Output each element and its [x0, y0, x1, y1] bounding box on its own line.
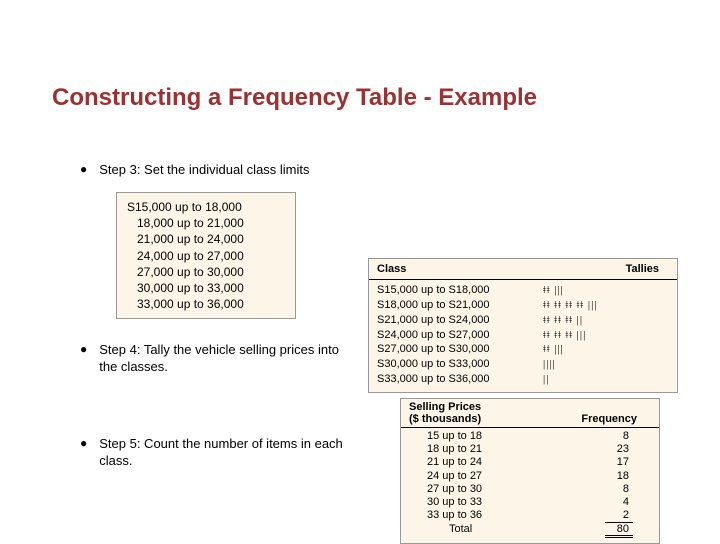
freq-row: 21 up to 24 17 — [409, 456, 651, 469]
freq-header-l1: Selling Prices — [409, 401, 549, 413]
tally-row: S24,000 up to S27,000 ǂǂ ǂǂ ǂǂ ||| — [377, 328, 669, 343]
tally-marks-cell: ǂǂ ǂǂ ǂǂ ǂǂ ||| — [537, 298, 669, 313]
limits-line: S15,000 up to 18,000 — [127, 199, 285, 215]
freq-total-row: Total 80 — [409, 523, 651, 535]
tally-class-cell: S15,000 up to S18,000 — [377, 283, 537, 298]
step5-text: Step 5: Count the number of items in eac… — [99, 436, 359, 470]
limits-line: 18,000 up to 21,000 — [127, 215, 285, 231]
freq-value-cell: 18 — [549, 470, 651, 483]
freq-class-cell: 30 up to 33 — [409, 496, 549, 509]
freq-header: Selling Prices ($ thousands) Frequency — [401, 399, 659, 428]
limits-line: 33,000 up to 36,000 — [127, 296, 285, 312]
bullet-icon: ● — [80, 342, 87, 358]
frequency-table: Selling Prices ($ thousands) Frequency 1… — [400, 398, 660, 544]
freq-row: 24 up to 27 18 — [409, 470, 651, 483]
freq-value-cell: 8 — [549, 483, 651, 496]
freq-class-cell: 21 up to 24 — [409, 456, 549, 469]
tally-class-cell: S18,000 up to S21,000 — [377, 298, 537, 313]
tally-marks-cell: ǂǂ ǂǂ ǂǂ ||| — [537, 328, 669, 343]
class-limits-box: S15,000 up to 18,000 18,000 up to 21,000… — [116, 192, 296, 319]
freq-class-cell: 15 up to 18 — [409, 430, 549, 443]
tally-header-class: Class — [377, 263, 537, 275]
freq-total-dblrule — [605, 535, 633, 538]
tally-row: S33,000 up to S36,000 || — [377, 372, 669, 387]
tally-marks-cell: ǂǂ ||| — [537, 283, 669, 298]
freq-row: 30 up to 33 4 — [409, 496, 651, 509]
tally-class-cell: S24,000 up to S27,000 — [377, 328, 537, 343]
limits-line: 30,000 up to 33,000 — [127, 280, 285, 296]
freq-value-cell: 17 — [549, 456, 651, 469]
freq-header-prices: Selling Prices ($ thousands) — [409, 401, 549, 425]
freq-row: 27 up to 30 8 — [409, 483, 651, 496]
tally-class-cell: S27,000 up to S30,000 — [377, 342, 537, 357]
limits-line: 21,000 up to 24,000 — [127, 231, 285, 247]
tally-marks-cell: ǂǂ ||| — [537, 342, 669, 357]
step5-bullet-row: ● Step 5: Count the number of items in e… — [80, 436, 359, 470]
tally-marks-cell: ǂǂ ǂǂ ǂǂ || — [537, 313, 669, 328]
page-title: Constructing a Frequency Table - Example — [52, 84, 537, 112]
tally-header-tallies: Tallies — [537, 263, 669, 275]
freq-class-cell: 33 up to 36 — [409, 509, 549, 522]
freq-class-cell: 27 up to 30 — [409, 483, 549, 496]
tally-table: Class Tallies S15,000 up to S18,000 ǂǂ |… — [368, 258, 678, 393]
freq-header-freq: Frequency — [549, 413, 651, 425]
step4-bullet-row: ● Step 4: Tally the vehicle selling pric… — [80, 342, 359, 376]
freq-total-label: Total — [409, 523, 549, 535]
bullet-icon: ● — [80, 436, 87, 452]
tally-row: S18,000 up to S21,000 ǂǂ ǂǂ ǂǂ ǂǂ ||| — [377, 298, 669, 313]
freq-class-cell: 24 up to 27 — [409, 470, 549, 483]
tally-header: Class Tallies — [369, 259, 677, 280]
tally-marks-cell: |||| — [537, 357, 669, 372]
bullet-icon: ● — [80, 162, 87, 178]
freq-class-cell: 18 up to 21 — [409, 443, 549, 456]
freq-row: 15 up to 18 8 — [409, 430, 651, 443]
freq-row: 33 up to 36 2 — [409, 509, 651, 522]
tally-row: S15,000 up to S18,000 ǂǂ ||| — [377, 283, 669, 298]
freq-total-value: 80 — [549, 523, 651, 535]
freq-value-cell: 4 — [549, 496, 651, 509]
tally-class-cell: S33,000 up to S36,000 — [377, 372, 537, 387]
tally-row: S27,000 up to S30,000 ǂǂ ||| — [377, 342, 669, 357]
limits-line: 24,000 up to 27,000 — [127, 248, 285, 264]
tally-marks-cell: || — [537, 372, 669, 387]
step4-text: Step 4: Tally the vehicle selling prices… — [99, 342, 359, 376]
tally-row: S30,000 up to S33,000 |||| — [377, 357, 669, 372]
step3-bullet-row: ● Step 3: Set the individual class limit… — [80, 162, 310, 179]
freq-value-cell: 23 — [549, 443, 651, 456]
tally-class-cell: S21,000 up to S24,000 — [377, 313, 537, 328]
step3-text: Step 3: Set the individual class limits — [99, 162, 309, 179]
freq-row: 18 up to 21 23 — [409, 443, 651, 456]
tally-class-cell: S30,000 up to S33,000 — [377, 357, 537, 372]
limits-line: 27,000 up to 30,000 — [127, 264, 285, 280]
tally-row: S21,000 up to S24,000 ǂǂ ǂǂ ǂǂ || — [377, 313, 669, 328]
freq-header-l2: ($ thousands) — [409, 413, 549, 425]
freq-value-cell: 8 — [549, 430, 651, 443]
freq-value-cell: 2 — [549, 509, 651, 522]
